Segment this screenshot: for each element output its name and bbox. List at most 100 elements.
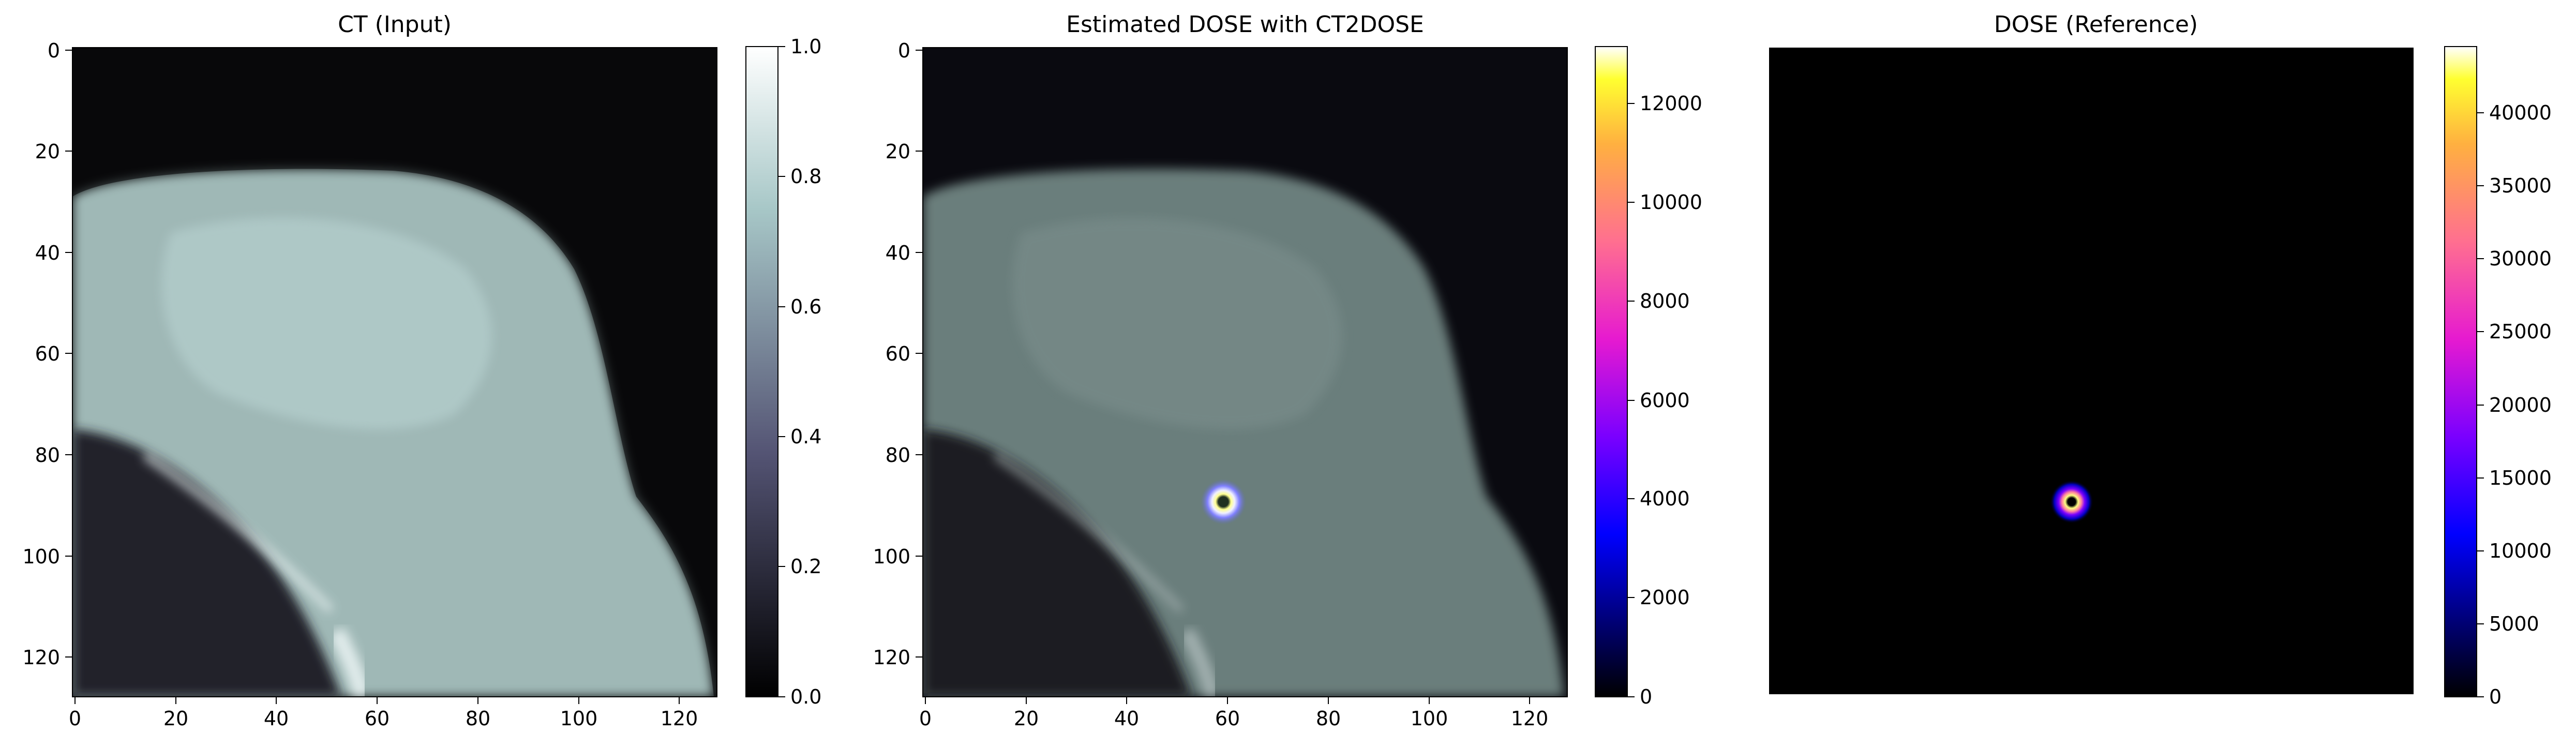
colorbar-tick: 30000 bbox=[2477, 247, 2552, 270]
y-tick-label: 60 bbox=[35, 342, 60, 365]
colorbar-tick: 5000 bbox=[2477, 612, 2539, 635]
colorbar-tick-label: 0 bbox=[2489, 685, 2502, 708]
y-tick-label: 120 bbox=[873, 646, 910, 669]
colorbar-tick: 10000 bbox=[1627, 191, 1702, 214]
colorbar-tick-label: 1.0 bbox=[790, 35, 821, 58]
panel-reference-dose: DOSE (Reference) 0 5000 10000 15000 bbox=[1769, 11, 2552, 708]
y-tick-label: 0 bbox=[48, 39, 60, 62]
colorbar-tick-label: 5000 bbox=[2489, 612, 2539, 635]
colorbar-tick-label: 8000 bbox=[1640, 290, 1690, 312]
dose-hotspot bbox=[2050, 480, 2093, 524]
y-tick: 120 bbox=[22, 646, 72, 669]
x-tick: 120 bbox=[661, 697, 698, 730]
x-tick: 40 bbox=[1114, 697, 1139, 730]
y-tick-label: 40 bbox=[886, 242, 910, 264]
colorbar-tick-label: 6000 bbox=[1640, 389, 1690, 412]
y-tick: 100 bbox=[873, 545, 923, 568]
colorbar-tick: 35000 bbox=[2477, 174, 2552, 197]
colorbar-gradient bbox=[2444, 46, 2477, 697]
colorbar-tick: 20000 bbox=[2477, 394, 2552, 416]
colorbar-tick-label: 0.6 bbox=[790, 295, 821, 318]
x-tick: 0 bbox=[69, 697, 81, 730]
x-tick: 60 bbox=[1215, 697, 1240, 730]
x-axis: 0 20 40 60 80 100 bbox=[919, 697, 1548, 730]
x-tick: 20 bbox=[163, 697, 188, 730]
y-tick-label: 120 bbox=[22, 646, 60, 669]
x-tick-label: 40 bbox=[264, 707, 289, 730]
colorbar-tick-label: 0 bbox=[1640, 685, 1652, 708]
x-tick: 80 bbox=[1316, 697, 1341, 730]
colorbar-tick: 0 bbox=[2477, 685, 2502, 708]
x-tick-label: 40 bbox=[1114, 707, 1139, 730]
colorbar-tick: 1.0 bbox=[778, 35, 821, 58]
y-axis: 0 20 40 60 80 100 bbox=[22, 39, 72, 669]
colorbar-tick: 0.2 bbox=[778, 555, 821, 578]
x-tick: 40 bbox=[264, 697, 289, 730]
colorbar-tick-label: 35000 bbox=[2489, 174, 2552, 197]
colorbar-tick: 6000 bbox=[1627, 389, 1690, 412]
colorbar-tick: 0.4 bbox=[778, 425, 821, 448]
reference-dose-image bbox=[1769, 48, 2414, 694]
estimated-dose-frame bbox=[922, 47, 1568, 697]
colorbar-tick-label: 0.4 bbox=[790, 425, 821, 448]
x-tick-label: 120 bbox=[1511, 707, 1549, 730]
y-tick: 100 bbox=[22, 545, 72, 568]
y-tick-label: 60 bbox=[886, 342, 910, 365]
x-tick-label: 60 bbox=[1215, 707, 1240, 730]
y-tick-label: 20 bbox=[886, 140, 910, 163]
colorbar-tick-label: 12000 bbox=[1640, 92, 1702, 115]
panel-title: DOSE (Reference) bbox=[1994, 11, 2198, 38]
y-tick-label: 100 bbox=[873, 545, 910, 568]
x-tick-label: 120 bbox=[661, 707, 698, 730]
colorbar-tick: 25000 bbox=[2477, 320, 2552, 343]
colorbar-tick: 0.8 bbox=[778, 165, 821, 188]
colorbar-tick: 2000 bbox=[1627, 586, 1690, 609]
colorbar-tick-label: 15000 bbox=[2489, 467, 2552, 489]
x-tick-label: 100 bbox=[1411, 707, 1448, 730]
colorbar-tick: 0.6 bbox=[778, 295, 821, 318]
y-tick: 80 bbox=[886, 444, 923, 467]
x-tick-label: 100 bbox=[560, 707, 598, 730]
x-tick-label: 0 bbox=[919, 707, 932, 730]
y-tick: 80 bbox=[35, 444, 72, 467]
colorbar-tick-label: 10000 bbox=[2489, 540, 2552, 562]
colorbar-ct: 0.0 0.2 0.4 0.6 0.8 1.0 bbox=[745, 35, 821, 708]
colorbar-tick: 10000 bbox=[2477, 540, 2552, 562]
ct-image-frame bbox=[72, 47, 717, 697]
y-tick: 60 bbox=[886, 342, 923, 365]
x-axis: 0 20 40 60 80 100 bbox=[69, 697, 698, 730]
ct-image bbox=[72, 48, 717, 697]
y-tick: 20 bbox=[35, 140, 72, 163]
panel-title: CT (Input) bbox=[338, 11, 452, 38]
colorbar-estimated-dose: 0 2000 4000 6000 8000 10000 bbox=[1595, 46, 1702, 708]
x-tick: 60 bbox=[365, 697, 390, 730]
x-tick-label: 20 bbox=[1014, 707, 1039, 730]
y-tick-label: 100 bbox=[22, 545, 60, 568]
y-tick: 40 bbox=[886, 242, 923, 264]
colorbar-tick: 0.0 bbox=[778, 685, 821, 708]
colorbar-gradient bbox=[745, 46, 778, 697]
colorbar-tick-label: 20000 bbox=[2489, 394, 2552, 416]
panel-ct-input: CT (Input) 0 20 bbox=[22, 11, 821, 730]
y-tick-label: 80 bbox=[35, 444, 60, 467]
panel-title: Estimated DOSE with CT2DOSE bbox=[1066, 11, 1424, 38]
x-tick: 80 bbox=[466, 697, 490, 730]
colorbar-tick-label: 4000 bbox=[1640, 487, 1690, 510]
colorbar-tick-label: 40000 bbox=[2489, 101, 2552, 124]
x-tick-label: 80 bbox=[1316, 707, 1341, 730]
colorbar-tick-label: 10000 bbox=[1640, 191, 1702, 214]
x-tick: 0 bbox=[919, 697, 932, 730]
y-tick-label: 80 bbox=[886, 444, 910, 467]
colorbar-tick-label: 0.0 bbox=[790, 685, 821, 708]
colorbar-tick: 40000 bbox=[2477, 101, 2552, 124]
colorbar-tick: 8000 bbox=[1627, 290, 1690, 312]
x-tick-label: 20 bbox=[163, 707, 188, 730]
colorbar-tick-label: 30000 bbox=[2489, 247, 2552, 270]
colorbar-gradient bbox=[1595, 46, 1628, 697]
y-tick: 20 bbox=[886, 140, 923, 163]
colorbar-tick-label: 0.2 bbox=[790, 555, 821, 578]
y-tick: 120 bbox=[873, 646, 923, 669]
colorbar-tick: 15000 bbox=[2477, 467, 2552, 489]
x-tick: 120 bbox=[1511, 697, 1549, 730]
